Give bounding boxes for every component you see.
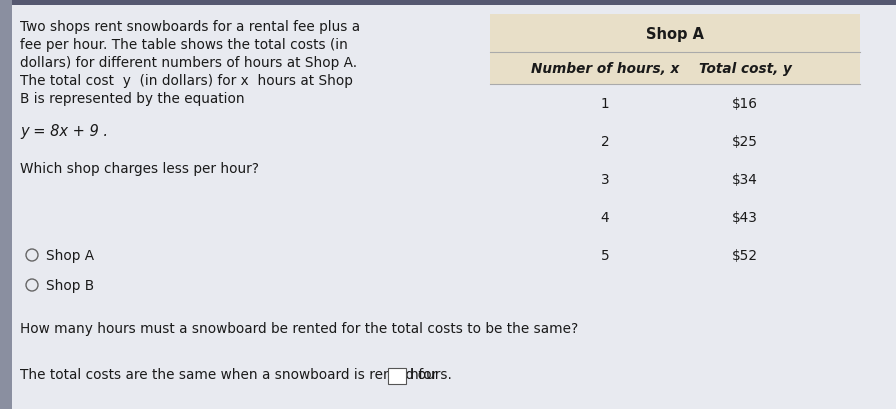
Text: y = 8x + 9 .: y = 8x + 9 . (20, 124, 108, 139)
Text: 4: 4 (600, 211, 609, 225)
Bar (0, 0, 12, 409)
Text: $25: $25 (732, 135, 758, 148)
Text: hours.: hours. (410, 367, 452, 381)
Text: How many hours must a snowboard be rented for the total costs to be the same?: How many hours must a snowboard be rente… (20, 321, 578, 335)
Text: Shop A: Shop A (646, 27, 704, 41)
Text: $52: $52 (732, 248, 758, 262)
Text: Shop A: Shop A (46, 248, 94, 262)
Text: Shop B: Shop B (46, 278, 94, 292)
Bar (490, 53, 860, 85)
Text: 1: 1 (600, 97, 609, 111)
Text: The total costs are the same when a snowboard is rented for: The total costs are the same when a snow… (20, 367, 437, 381)
Text: 3: 3 (600, 173, 609, 187)
Text: dollars) for different numbers of hours at Shop A.: dollars) for different numbers of hours … (20, 56, 358, 70)
Text: fee per hour. The table shows the total costs (in: fee per hour. The table shows the total … (20, 38, 348, 52)
Text: 2: 2 (600, 135, 609, 148)
Text: Which shop charges less per hour?: Which shop charges less per hour? (20, 162, 259, 175)
Text: $43: $43 (732, 211, 758, 225)
Text: 5: 5 (600, 248, 609, 262)
Text: B is represented by the equation: B is represented by the equation (20, 92, 245, 106)
Text: Two shops rent snowboards for a rental fee plus a: Two shops rent snowboards for a rental f… (20, 20, 360, 34)
Bar (490, 85, 860, 274)
Text: Number of hours, x: Number of hours, x (530, 62, 679, 76)
Bar (388, 368, 406, 384)
Bar (12, 0, 896, 6)
Text: The total cost  y  (in dollars) for x  hours at Shop: The total cost y (in dollars) for x hour… (20, 74, 353, 88)
Text: Total cost, y: Total cost, y (699, 62, 791, 76)
Text: $34: $34 (732, 173, 758, 187)
Bar (490, 15, 860, 53)
Text: $16: $16 (732, 97, 758, 111)
